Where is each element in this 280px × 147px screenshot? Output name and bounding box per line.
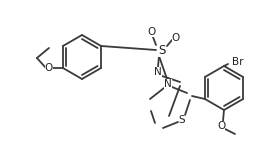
Text: S: S <box>158 44 166 56</box>
Text: Br: Br <box>232 57 244 67</box>
Text: S: S <box>179 115 185 125</box>
Text: O: O <box>45 63 53 73</box>
Text: O: O <box>172 33 180 43</box>
Text: N: N <box>154 67 162 77</box>
Text: O: O <box>217 121 225 131</box>
Text: N: N <box>164 79 172 89</box>
Text: O: O <box>148 27 156 37</box>
